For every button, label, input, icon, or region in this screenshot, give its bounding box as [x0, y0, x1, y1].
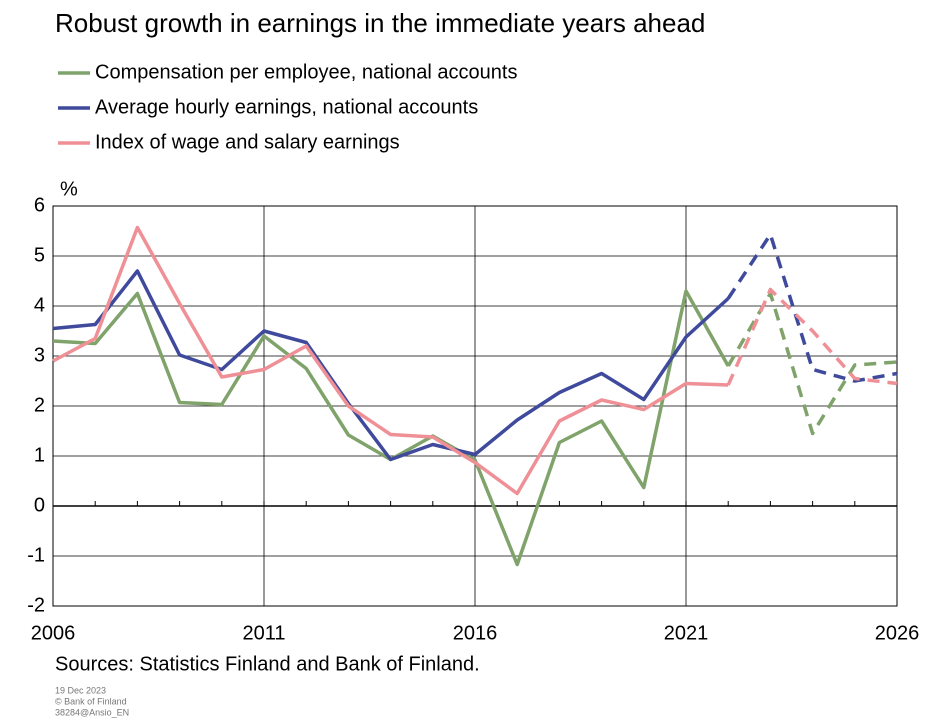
y-tick-label: 2: [34, 394, 45, 416]
chart-title: Robust growth in earnings in the immedia…: [55, 8, 705, 38]
y-unit: %: [60, 178, 78, 200]
y-tick-label: 4: [34, 294, 45, 316]
y-tick-label: 3: [34, 344, 45, 366]
y-tick-label: 6: [34, 194, 45, 216]
forecast-line: [726, 232, 898, 383]
x-tick-label: 2011: [242, 622, 285, 644]
y-tick-label: 1: [34, 444, 45, 466]
y-tick-label: -1: [27, 544, 45, 566]
footnote: 38284@Ansio_EN: [55, 707, 129, 717]
series-line: [52, 225, 729, 496]
legend-label: Compensation per employee, national acco…: [95, 61, 517, 83]
x-tick-label: 2016: [453, 622, 498, 644]
legend-label: Average hourly earnings, national accoun…: [95, 96, 478, 118]
x-tick-label: 2026: [875, 622, 920, 644]
legend-label: Index of wage and salary earnings: [95, 131, 400, 153]
series-line: [52, 269, 730, 462]
source: Sources: Statistics Finland and Bank of …: [55, 653, 480, 675]
y-tick-label: -2: [27, 594, 45, 616]
x-tick-label: 2021: [664, 622, 709, 644]
forecast-line: [726, 291, 898, 436]
footnote: © Bank of Finland: [55, 696, 127, 706]
forecast-line: [726, 287, 898, 386]
x-tick-label: 2006: [31, 622, 76, 644]
plot-frame: [52, 205, 898, 607]
y-tick-label: 5: [34, 244, 45, 266]
series-line: [52, 289, 730, 567]
footnote: 19 Dec 2023: [55, 685, 106, 695]
y-tick-label: 0: [34, 494, 45, 516]
